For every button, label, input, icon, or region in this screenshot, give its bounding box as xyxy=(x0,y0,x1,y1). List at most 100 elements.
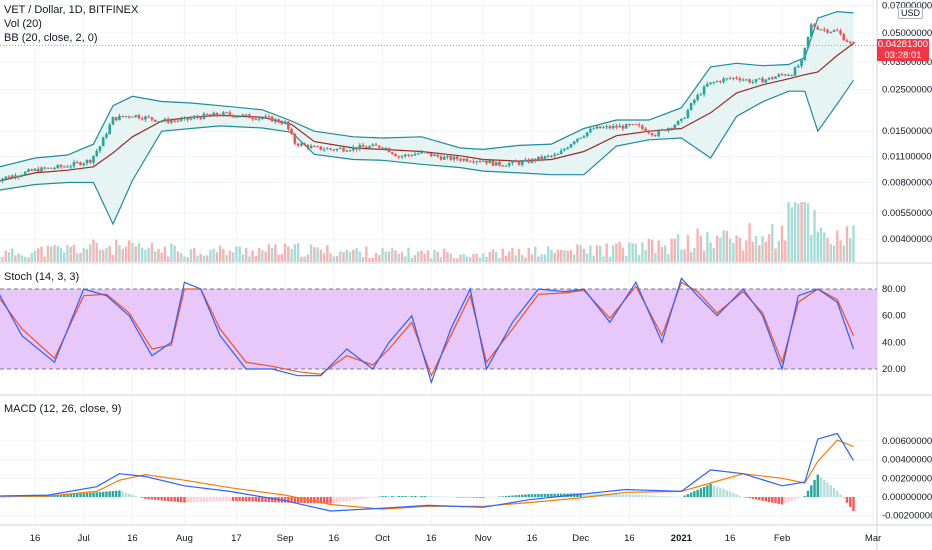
symbol-title[interactable]: VET / Dollar, 1D, BITFINEX xyxy=(4,4,139,16)
volume-bar xyxy=(787,202,790,262)
volume-bar xyxy=(631,243,634,262)
volume-bar xyxy=(335,256,339,262)
candle-body xyxy=(767,77,771,80)
macd-histogram-bar xyxy=(793,497,797,500)
volume-bar xyxy=(82,247,85,262)
candle-body xyxy=(371,144,375,147)
candle-body xyxy=(40,167,43,172)
volume-bar xyxy=(504,255,508,262)
volume-bar xyxy=(212,248,215,262)
time-tick-label: 16 xyxy=(127,533,138,544)
candle-body xyxy=(644,128,647,132)
candle-body xyxy=(852,42,855,44)
candle-body xyxy=(92,155,95,163)
candle-body xyxy=(667,127,670,131)
volume-legend[interactable]: Vol (20) xyxy=(4,18,42,30)
macd-histogram-bar xyxy=(810,485,813,497)
macd-histogram-bar xyxy=(530,494,534,497)
macd-histogram-bar xyxy=(819,477,823,497)
macd-histogram-bar xyxy=(790,497,793,501)
time-tick-label: 16 xyxy=(527,533,538,544)
macd-histogram-bar xyxy=(95,492,98,497)
macd-histogram-bar xyxy=(82,493,85,497)
macd-histogram-bar xyxy=(1,496,4,498)
macd-histogram-bar xyxy=(257,497,261,502)
currency-label[interactable]: USD xyxy=(898,7,924,19)
macd-histogram-bar xyxy=(296,497,300,503)
candle-body xyxy=(475,161,479,163)
candle-body xyxy=(485,160,488,164)
macd-histogram-bar xyxy=(173,497,176,502)
macd-histogram-bar xyxy=(89,492,92,497)
candle-body xyxy=(501,165,505,167)
candle-body xyxy=(300,143,303,146)
macd-histogram-bar xyxy=(215,497,219,502)
candle-body xyxy=(624,124,628,129)
macd-histogram-bar xyxy=(225,497,228,501)
candle-body xyxy=(459,159,462,161)
macd-histogram-bar xyxy=(342,497,345,502)
volume-bar xyxy=(378,255,381,262)
candle-body xyxy=(615,125,618,128)
volume-bar xyxy=(495,251,498,262)
macd-histogram-bar xyxy=(56,495,59,497)
macd-histogram-bar xyxy=(50,495,53,497)
volume-bar xyxy=(98,249,102,262)
macd-title[interactable]: MACD (12, 26, close, 9) xyxy=(4,403,122,415)
macd-histogram-bar xyxy=(550,493,553,497)
volume-bar xyxy=(498,258,501,262)
macd-histogram-bar xyxy=(482,497,485,498)
candle-body xyxy=(296,143,300,146)
macd-histogram-bar xyxy=(546,493,550,497)
volume-bar xyxy=(124,246,128,262)
time-tick-label: Sep xyxy=(277,533,294,544)
time-tick-label: Oct xyxy=(375,533,390,544)
bb-legend[interactable]: BB (20, close, 2, 0) xyxy=(4,32,98,44)
macd-histogram-bar xyxy=(469,497,472,498)
volume-bar xyxy=(192,248,196,262)
volume-bar xyxy=(722,230,725,262)
volume-bar xyxy=(748,223,751,262)
volume-bar xyxy=(274,244,277,262)
macd-histogram-bar xyxy=(127,493,131,497)
stoch-title[interactable]: Stoch (14, 3, 3) xyxy=(4,271,80,283)
candle-body xyxy=(335,148,339,151)
volume-bar xyxy=(637,254,641,262)
macd-legend: MACD (12, 26, close, 9) xyxy=(4,402,121,416)
volume-bar xyxy=(433,249,436,262)
volume-bar xyxy=(319,249,323,262)
macd-histogram-bar xyxy=(381,496,384,497)
volume-bar xyxy=(550,249,553,262)
volume-bar xyxy=(76,253,79,262)
candle-body xyxy=(20,174,24,177)
macd-histogram-bar xyxy=(69,494,72,497)
volume-bar xyxy=(387,251,391,262)
volume-bar xyxy=(280,253,284,262)
candle-body xyxy=(764,79,768,83)
volume-bar xyxy=(784,240,787,262)
candle-body xyxy=(49,167,53,169)
candle-body xyxy=(621,125,625,129)
candle-body xyxy=(598,126,602,129)
volume-bar xyxy=(20,255,24,262)
macd-histogram-bar xyxy=(332,497,336,504)
candle-body xyxy=(407,154,410,156)
volume-bar xyxy=(741,250,745,262)
bb-lower-line xyxy=(0,79,854,226)
macd-histogram-bar xyxy=(7,496,11,498)
macd-histogram-bar xyxy=(150,497,154,500)
volume-bar xyxy=(287,246,290,262)
candle-body xyxy=(166,118,170,123)
volume-bar xyxy=(618,241,621,262)
candle-body xyxy=(472,161,475,163)
volume-bar xyxy=(735,235,738,262)
candle-body xyxy=(209,114,212,116)
candle-body xyxy=(735,77,738,79)
candle-body xyxy=(270,116,274,122)
price-tick-label: 0.07000000 xyxy=(882,1,932,12)
macd-histogram-bar xyxy=(53,495,56,497)
candle-body xyxy=(7,176,11,178)
macd-histogram-bar xyxy=(517,495,521,497)
